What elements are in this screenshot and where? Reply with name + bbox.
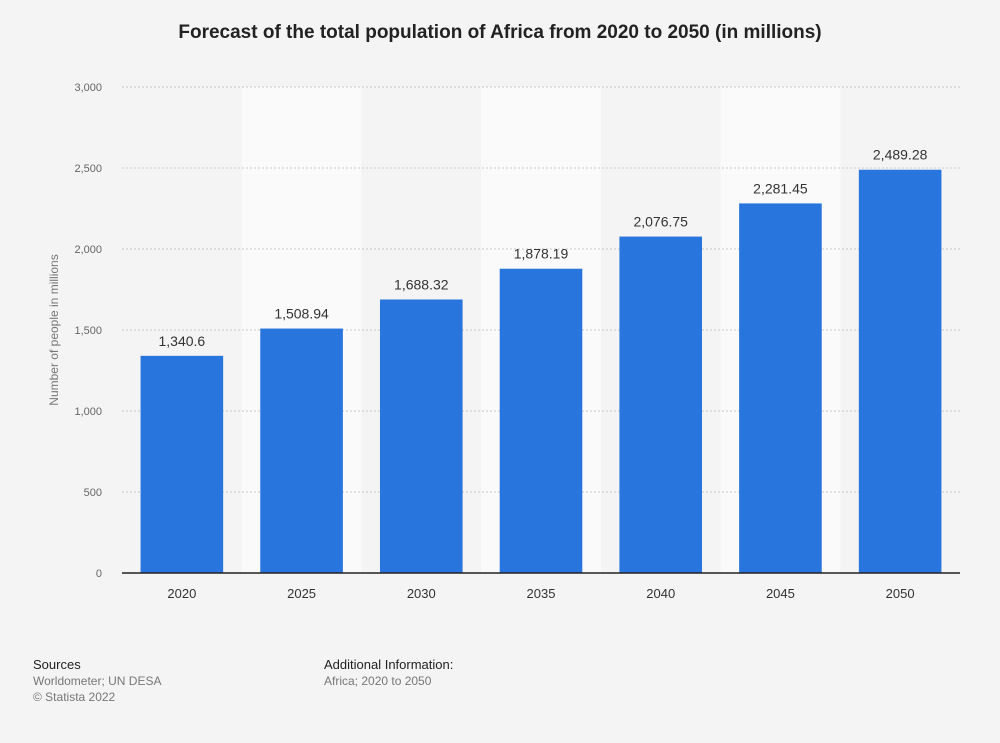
additional-info-heading: Additional Information: bbox=[324, 657, 454, 672]
bar bbox=[858, 169, 942, 573]
bar bbox=[379, 299, 463, 573]
y-tick-label: 0 bbox=[96, 568, 102, 580]
x-tick-label: 2030 bbox=[407, 586, 436, 601]
y-tick-label: 500 bbox=[84, 487, 102, 499]
data-label: 2,281.45 bbox=[753, 180, 808, 196]
y-tick-label: 2,000 bbox=[74, 244, 102, 256]
data-label: 2,489.28 bbox=[873, 147, 928, 163]
x-tick-label: 2050 bbox=[886, 586, 915, 601]
data-label: 1,688.32 bbox=[394, 276, 449, 292]
data-label: 1,340.6 bbox=[158, 333, 205, 349]
bar bbox=[499, 268, 583, 573]
data-label: 2,076.75 bbox=[633, 214, 688, 230]
x-tick-label: 2040 bbox=[646, 586, 675, 601]
bar bbox=[140, 355, 224, 573]
chart-title: Forecast of the total population of Afri… bbox=[178, 22, 822, 43]
data-label: 1,508.94 bbox=[274, 306, 329, 322]
bar bbox=[739, 203, 822, 574]
bar bbox=[619, 236, 703, 573]
additional-info-text: Africa; 2020 to 2050 bbox=[324, 674, 432, 688]
x-tick-label: 2025 bbox=[287, 586, 316, 601]
bar bbox=[260, 328, 343, 573]
sources-heading: Sources bbox=[33, 657, 81, 672]
copyright-text: © Statista 2022 bbox=[33, 690, 116, 704]
y-tick-label: 2,500 bbox=[74, 163, 102, 175]
x-tick-label: 2020 bbox=[167, 586, 196, 601]
y-tick-label: 1,500 bbox=[74, 325, 102, 337]
sources-block: Sources Worldometer; UN DESA © Statista … bbox=[33, 657, 161, 705]
y-tick-label: 1,000 bbox=[74, 406, 102, 418]
x-tick-label: 2045 bbox=[766, 586, 795, 601]
sources-text: Worldometer; UN DESA bbox=[33, 674, 162, 688]
y-tick-label: 3,000 bbox=[74, 82, 102, 94]
additional-info-block: Additional Information: Africa; 2020 to … bbox=[324, 657, 453, 689]
data-label: 1,878.19 bbox=[514, 246, 569, 262]
x-tick-label: 2035 bbox=[527, 586, 556, 601]
